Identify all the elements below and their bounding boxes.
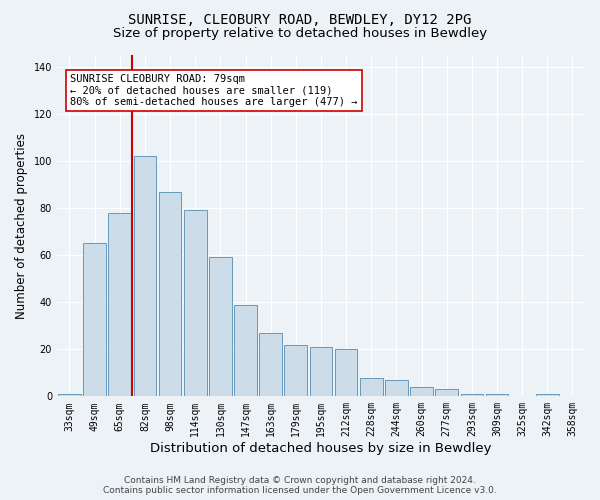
Bar (58, 394, 81, 396)
Bar (83, 244, 106, 396)
Bar (159, 192, 181, 396)
Text: Size of property relative to detached houses in Bewdley: Size of property relative to detached ho… (113, 28, 487, 40)
Bar (234, 304, 257, 396)
Bar (310, 347, 332, 397)
Bar (335, 350, 358, 397)
Bar (485, 394, 508, 396)
Bar (259, 333, 282, 396)
Bar (536, 394, 559, 396)
Bar (109, 212, 131, 396)
Text: SUNRISE CLEOBURY ROAD: 79sqm
← 20% of detached houses are smaller (119)
80% of s: SUNRISE CLEOBURY ROAD: 79sqm ← 20% of de… (70, 74, 358, 107)
Text: Contains HM Land Registry data © Crown copyright and database right 2024.
Contai: Contains HM Land Registry data © Crown c… (103, 476, 497, 495)
Bar (436, 390, 458, 396)
Bar (184, 210, 206, 396)
Text: SUNRISE, CLEOBURY ROAD, BEWDLEY, DY12 2PG: SUNRISE, CLEOBURY ROAD, BEWDLEY, DY12 2P… (128, 12, 472, 26)
Bar (385, 380, 408, 396)
Bar (209, 258, 232, 396)
Bar (284, 344, 307, 397)
Bar (134, 156, 156, 396)
Y-axis label: Number of detached properties: Number of detached properties (15, 132, 28, 318)
Bar (410, 387, 433, 396)
X-axis label: Distribution of detached houses by size in Bewdley: Distribution of detached houses by size … (150, 442, 492, 455)
Bar (461, 394, 483, 396)
Bar (360, 378, 383, 396)
